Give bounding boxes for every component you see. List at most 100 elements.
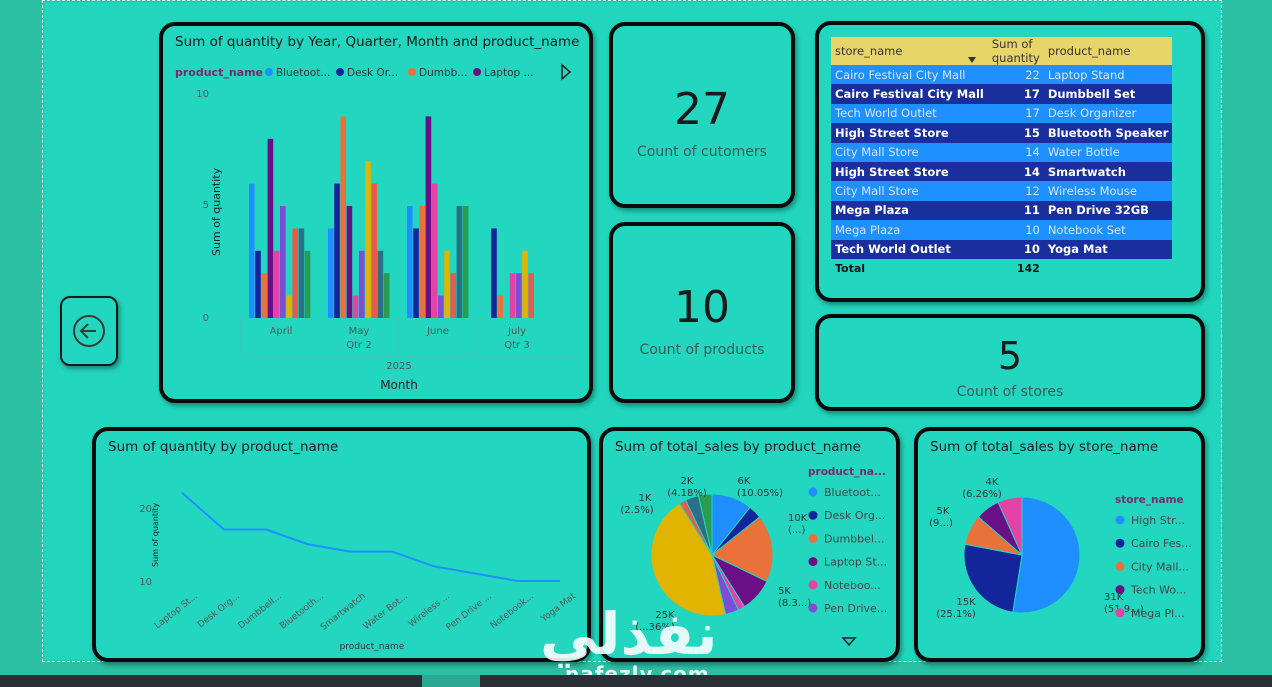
bar[interactable]	[456, 206, 463, 318]
table-row[interactable]: City Mall Store 14 Water Bottle	[831, 142, 1173, 162]
bar[interactable]	[365, 161, 371, 318]
bar[interactable]	[328, 228, 334, 318]
bar[interactable]	[286, 295, 292, 318]
pie-slice[interactable]	[711, 516, 774, 583]
x-tick: May	[349, 326, 370, 337]
column-header[interactable]: store_name	[831, 37, 988, 65]
legend-item[interactable]: Pen Drive...	[824, 602, 887, 615]
kpi-stores-card[interactable]: 5 Count of stores	[815, 314, 1205, 411]
bar[interactable]	[522, 250, 528, 318]
bar[interactable]	[280, 206, 286, 318]
store-product-table[interactable]: store_name Sum of quantity product_name …	[831, 37, 1173, 278]
bar[interactable]	[346, 206, 353, 318]
legend-item[interactable]: Desk Org...	[824, 509, 885, 522]
cell-store: Mega Plaza	[831, 220, 988, 240]
bar[interactable]	[298, 228, 305, 318]
kpi-customers-card[interactable]: 27 Count of cutomers	[609, 22, 795, 208]
sales-by-product-pie-card[interactable]: Sum of total_sales by product_name 2K (4…	[599, 427, 900, 662]
bar[interactable]	[431, 183, 438, 318]
bar[interactable]	[304, 250, 311, 318]
pie-slice[interactable]	[963, 543, 1023, 613]
bar[interactable]	[359, 250, 365, 318]
bar[interactable]	[509, 273, 516, 318]
quantity-by-month-chart[interactable]: Sum of quantity by Year, Quarter, Month …	[159, 22, 593, 403]
table-row[interactable]: Tech World Outlet 10 Yoga Mat	[831, 239, 1173, 259]
bar[interactable]	[407, 206, 413, 318]
table-row[interactable]: High Street Store 15 Bluetooth Speaker	[831, 123, 1173, 143]
table-row[interactable]: City Mall Store 12 Wireless Mouse	[831, 181, 1173, 201]
legend-item[interactable]: Bluetoot...	[824, 486, 881, 499]
bar[interactable]	[371, 183, 377, 318]
bar[interactable]	[352, 295, 359, 318]
bar[interactable]	[462, 206, 469, 318]
pie-slice[interactable]	[997, 496, 1023, 556]
legend-item[interactable]: Tech Wo...	[1130, 584, 1186, 597]
bar[interactable]	[377, 250, 384, 318]
bar[interactable]	[491, 228, 497, 318]
pie-slice[interactable]	[697, 493, 713, 556]
legend-item[interactable]: High Str...	[1131, 514, 1185, 527]
table-row[interactable]: Mega Plaza 11 Pen Drive 32GB	[831, 200, 1173, 221]
bar-series	[249, 116, 534, 319]
pie-data-label: (6.26%)	[962, 489, 1002, 500]
bar[interactable]	[255, 250, 261, 318]
table-row[interactable]: Mega Plaza 10 Notebook Set	[831, 220, 1173, 240]
bar[interactable]	[292, 228, 298, 318]
bar[interactable]	[444, 250, 450, 318]
bar[interactable]	[383, 273, 390, 318]
column-header[interactable]: product_name	[1043, 37, 1173, 65]
store-product-table-card[interactable]: store_name Sum of quantity product_name …	[815, 21, 1205, 302]
cell-product: Wireless Mouse	[1043, 181, 1173, 201]
sort-desc-icon[interactable]	[968, 57, 976, 63]
kpi-label: Count of stores	[956, 384, 1064, 400]
pie-data-label: 4K	[986, 477, 999, 488]
pie-slice[interactable]	[650, 502, 727, 617]
cell-quantity: 10	[987, 239, 1044, 259]
legend-marker	[1115, 585, 1125, 595]
cell-store: Tech World Outlet	[831, 103, 988, 124]
pie-slice[interactable]	[1012, 496, 1081, 614]
cell-product: Laptop Stand	[1043, 65, 1173, 85]
legend-item[interactable]: Mega Pl...	[1131, 607, 1185, 620]
bar[interactable]	[413, 228, 419, 318]
pie-data-label: (4.18%)	[667, 488, 707, 499]
kpi-value: 5	[997, 334, 1023, 378]
table-row[interactable]: Cairo Festival City Mall 22 Laptop Stand	[831, 65, 1173, 85]
bar[interactable]	[450, 273, 456, 318]
sales-by-store-pie-card[interactable]: Sum of total_sales by store_name 4K (6.2…	[914, 427, 1205, 662]
cell-store: Cairo Festival City Mall	[831, 65, 988, 85]
table-row[interactable]: Cairo Festival City Mall 17 Dumbbell Set	[831, 84, 1173, 104]
bar[interactable]	[497, 295, 503, 318]
legend-item[interactable]: Cairo Fes...	[1131, 537, 1192, 550]
legend-scroll-down-icon[interactable]	[841, 637, 857, 647]
bar[interactable]	[249, 183, 255, 318]
bar[interactable]	[516, 273, 522, 318]
pie-data-label: (...)	[788, 525, 805, 536]
column-header-sorted[interactable]: Sum of quantity	[987, 37, 1044, 65]
legend-item[interactable]: Dumbbel...	[824, 532, 884, 545]
bar-chart-svg: product_name Bluetoot... Desk Or... Dumb…	[175, 63, 575, 392]
bar[interactable]	[425, 116, 432, 319]
back-button[interactable]	[60, 296, 118, 366]
bar[interactable]	[273, 250, 280, 318]
bottom-page-bar	[0, 675, 1272, 687]
table-row[interactable]: High Street Store 14 Smartwatch	[831, 161, 1173, 182]
legend-next-arrow-icon[interactable]	[561, 63, 572, 81]
page-tab[interactable]	[422, 675, 480, 687]
bar[interactable]	[334, 183, 340, 318]
legend-item[interactable]: Laptop St...	[824, 556, 887, 569]
kpi-label: Count of cutomers	[637, 144, 767, 160]
bar[interactable]	[340, 116, 346, 319]
bar[interactable]	[528, 273, 534, 318]
legend-item[interactable]: City Mall...	[1131, 560, 1189, 573]
table-row[interactable]: Tech World Outlet 17 Desk Organizer	[831, 103, 1173, 124]
bar[interactable]	[438, 295, 444, 318]
bar[interactable]	[261, 273, 267, 318]
back-arrow-icon	[73, 315, 105, 347]
kpi-products-card[interactable]: 10 Count of products	[609, 222, 795, 403]
cell-store: Mega Plaza	[831, 200, 988, 221]
quantity-by-product-chart[interactable]: Sum of quantity by product_name Sum of q…	[92, 427, 591, 662]
bar[interactable]	[419, 206, 425, 318]
legend-item[interactable]: Noteboo...	[824, 579, 881, 592]
bar[interactable]	[267, 138, 274, 318]
